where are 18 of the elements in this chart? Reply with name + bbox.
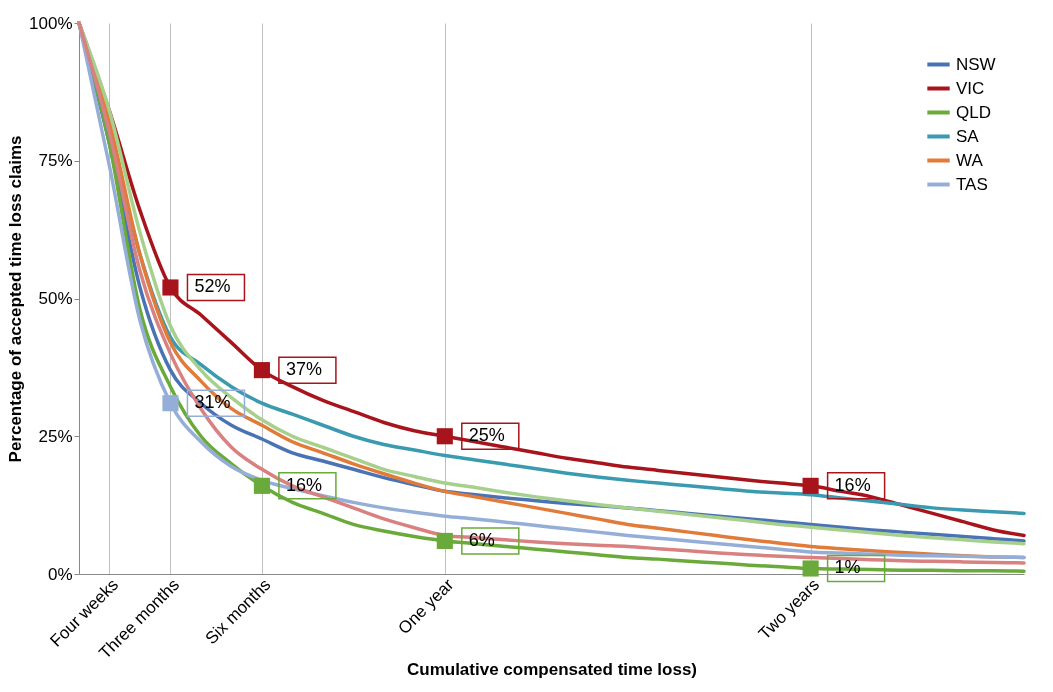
data-label: 16% [285,474,322,495]
legend-label: TAS [956,174,988,194]
data-label: 25% [468,425,505,446]
legend-label: SA [956,126,980,146]
data-label: 37% [285,359,322,380]
y-tick-label: 25% [38,426,73,446]
legend-label: NSW [956,54,996,74]
x-axis-title: Cumulative compensated time loss) [406,659,698,679]
y-tick-label: 50% [38,289,73,308]
legend-label: QLD [956,102,991,122]
y-tick-label: 75% [38,151,73,171]
data-label: 52% [194,276,231,297]
data-label: 16% [834,474,871,495]
legend-label: VIC [956,78,985,98]
y-tick-label: 100% [29,13,73,33]
y-axis-title: Percentage of accepted time loss claims [6,135,26,463]
legend-label: WA [956,150,984,170]
y-tick-label: 0% [47,564,73,584]
